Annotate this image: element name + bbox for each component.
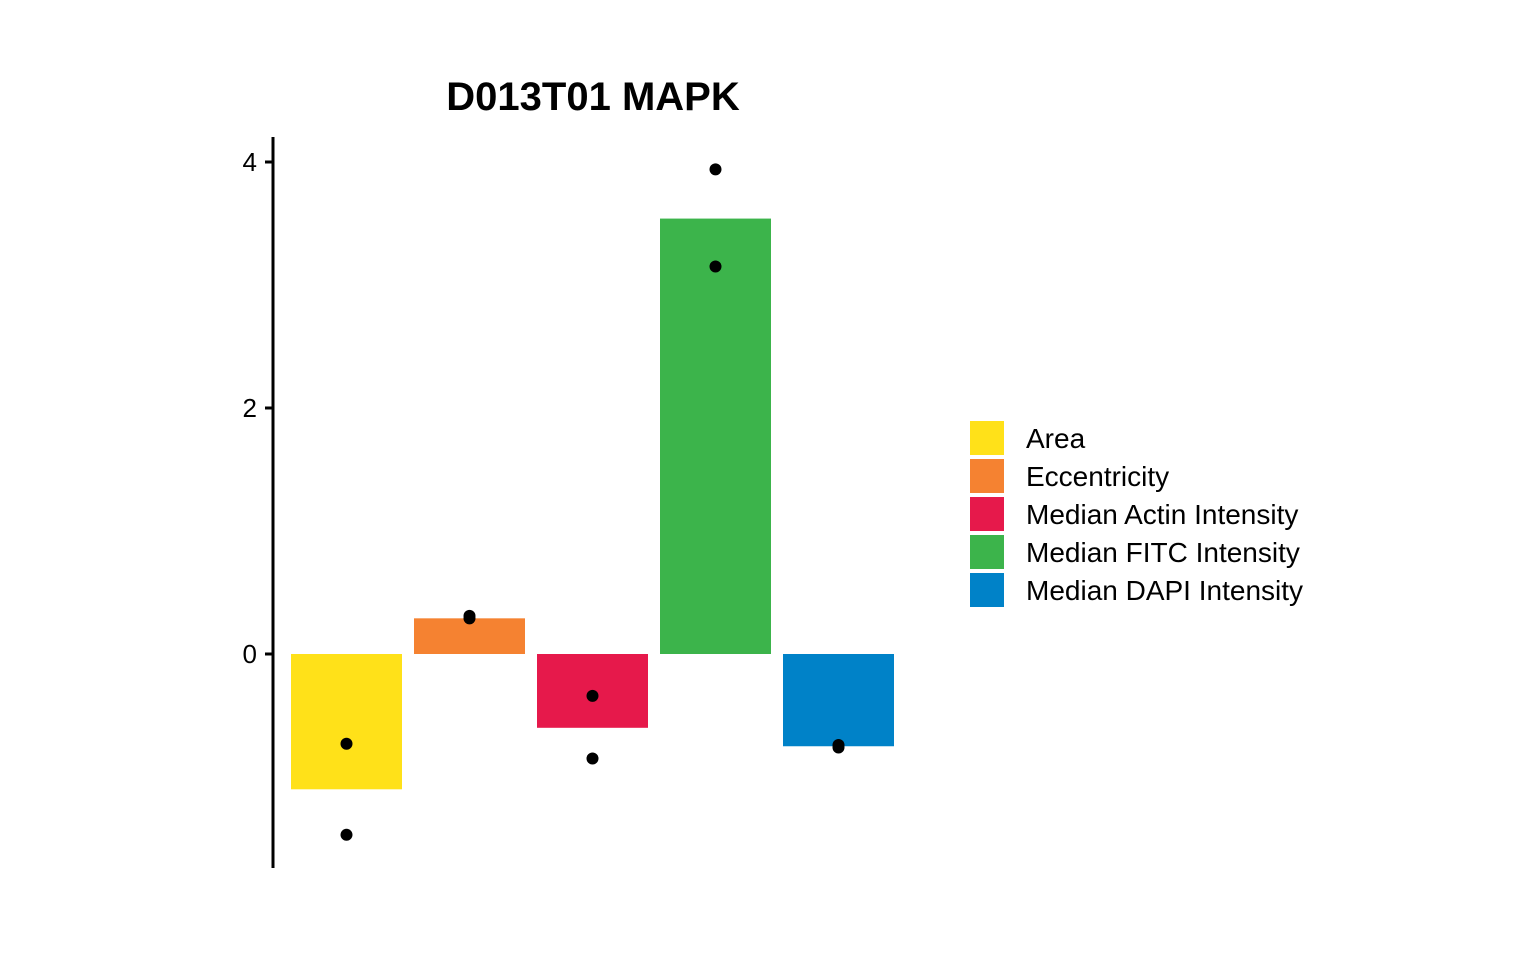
legend-key	[970, 497, 1004, 531]
legend-label: Eccentricity	[1026, 461, 1169, 492]
legend-key	[970, 459, 1004, 493]
data-points	[340, 163, 845, 841]
y-tick-label: 2	[243, 393, 257, 423]
legend-key	[970, 573, 1004, 607]
data-point	[709, 163, 722, 176]
legend-label: Median FITC Intensity	[1026, 537, 1300, 568]
legend: Area Eccentricity Median Actin Intensity Me…	[970, 421, 1303, 607]
legend-key	[970, 421, 1004, 455]
y-axis: 0 2 4	[243, 137, 275, 868]
legend-key	[970, 535, 1004, 569]
data-point	[340, 737, 353, 750]
data-point	[832, 741, 845, 754]
data-point	[463, 612, 476, 625]
bar	[783, 654, 894, 747]
y-tick-label: 0	[243, 639, 257, 669]
bars	[291, 218, 894, 790]
data-point	[586, 689, 599, 702]
legend-label: Median Actin Intensity	[1026, 499, 1298, 530]
bar	[660, 218, 771, 654]
legend-label: Area	[1026, 423, 1086, 454]
legend-label: Median DAPI Intensity	[1026, 575, 1303, 606]
data-point	[709, 260, 722, 273]
chart-title: D013T01 MAPK	[446, 75, 740, 119]
bar	[291, 654, 402, 790]
data-point	[586, 752, 599, 765]
y-tick-label: 4	[243, 147, 257, 177]
data-point	[340, 828, 353, 841]
